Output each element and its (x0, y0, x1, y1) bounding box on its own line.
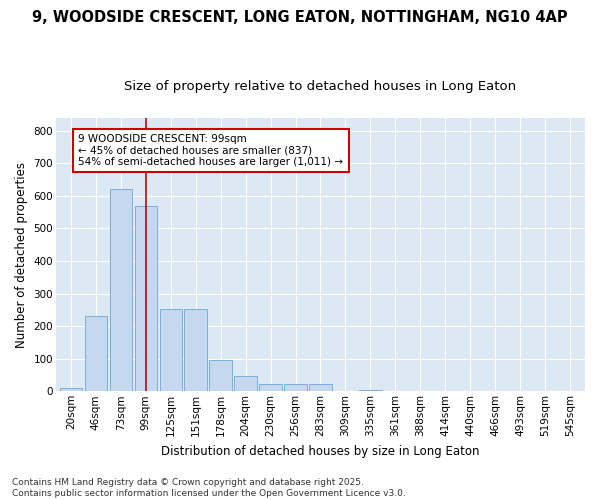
Bar (284, 384, 307, 392)
Bar (235, 376, 257, 392)
Bar (359, 390, 382, 392)
Bar (184, 309, 207, 392)
Text: 9, WOODSIDE CRESCENT, LONG EATON, NOTTINGHAM, NG10 4AP: 9, WOODSIDE CRESCENT, LONG EATON, NOTTIN… (32, 10, 568, 25)
Bar (85, 316, 107, 392)
Bar (60, 388, 82, 392)
Bar (209, 360, 232, 392)
Text: Contains HM Land Registry data © Crown copyright and database right 2025.
Contai: Contains HM Land Registry data © Crown c… (12, 478, 406, 498)
Title: Size of property relative to detached houses in Long Eaton: Size of property relative to detached ho… (124, 80, 517, 93)
Bar (160, 309, 182, 392)
Bar (110, 190, 132, 392)
Bar (309, 384, 332, 392)
Text: 9 WOODSIDE CRESCENT: 99sqm
← 45% of detached houses are smaller (837)
54% of sem: 9 WOODSIDE CRESCENT: 99sqm ← 45% of deta… (79, 134, 343, 168)
Bar (134, 206, 157, 392)
Bar (259, 384, 282, 392)
X-axis label: Distribution of detached houses by size in Long Eaton: Distribution of detached houses by size … (161, 444, 480, 458)
Y-axis label: Number of detached properties: Number of detached properties (15, 162, 28, 348)
